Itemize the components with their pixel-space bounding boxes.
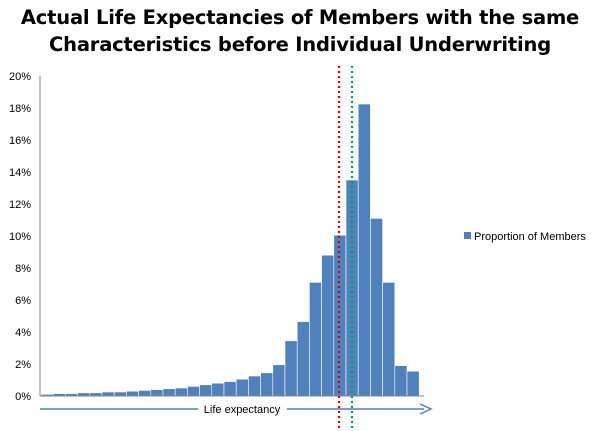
chart-title: Actual Life Expectancies of Members with… bbox=[0, 4, 600, 58]
bar bbox=[174, 387, 188, 397]
legend-swatch bbox=[464, 232, 471, 239]
y-tick-label: 16% bbox=[9, 135, 31, 147]
bar bbox=[211, 382, 225, 397]
bar bbox=[187, 386, 200, 397]
bar bbox=[101, 391, 115, 397]
y-tick-label: 18% bbox=[9, 103, 31, 115]
bar bbox=[321, 254, 335, 397]
bar-group bbox=[40, 103, 420, 397]
x-axis-label: Life expectancy bbox=[204, 404, 281, 416]
bar bbox=[406, 370, 420, 397]
y-tick-label: 10% bbox=[9, 231, 31, 243]
y-tick-label: 4% bbox=[15, 327, 31, 339]
chart-title-line-1: Actual Life Expectancies of Members with… bbox=[20, 6, 580, 29]
bar bbox=[162, 388, 176, 397]
legend: Proportion of Members bbox=[464, 231, 586, 243]
bar bbox=[272, 364, 286, 397]
bar bbox=[223, 381, 237, 397]
bar bbox=[370, 218, 383, 397]
y-tick-labels: 0% 2% 4% 6% 8% 10% 12% 14% 16% 18% 20% bbox=[9, 71, 31, 403]
bar bbox=[357, 103, 371, 397]
bar bbox=[199, 384, 213, 397]
life-expectancy-arrow: Life expectancy bbox=[40, 403, 433, 416]
y-tick-label: 0% bbox=[15, 391, 31, 403]
bar bbox=[296, 321, 310, 397]
legend-label: Proportion of Members bbox=[474, 231, 586, 243]
bar bbox=[382, 282, 396, 397]
y-tick-label: 2% bbox=[15, 359, 31, 371]
bar bbox=[394, 365, 408, 397]
bar bbox=[113, 391, 127, 397]
reference-lines bbox=[337, 66, 354, 431]
bar bbox=[126, 390, 139, 397]
y-tick-label: 20% bbox=[9, 71, 31, 83]
y-tick-label: 14% bbox=[9, 167, 31, 179]
chart-title-line-2: Characteristics before Individual Underw… bbox=[49, 33, 551, 56]
bar bbox=[284, 340, 298, 397]
y-tick-label: 6% bbox=[15, 295, 31, 307]
bar bbox=[150, 389, 164, 397]
y-tick-label: 12% bbox=[9, 199, 31, 211]
bar bbox=[260, 372, 274, 397]
bar bbox=[309, 282, 322, 397]
y-tick-label: 8% bbox=[15, 263, 31, 275]
axes: 0% 2% 4% 6% 8% 10% 12% 14% 16% 18% 20% bbox=[9, 71, 424, 403]
bar bbox=[248, 375, 261, 397]
bar bbox=[138, 390, 152, 397]
arrow-head-icon bbox=[419, 403, 433, 415]
bar bbox=[235, 378, 249, 397]
